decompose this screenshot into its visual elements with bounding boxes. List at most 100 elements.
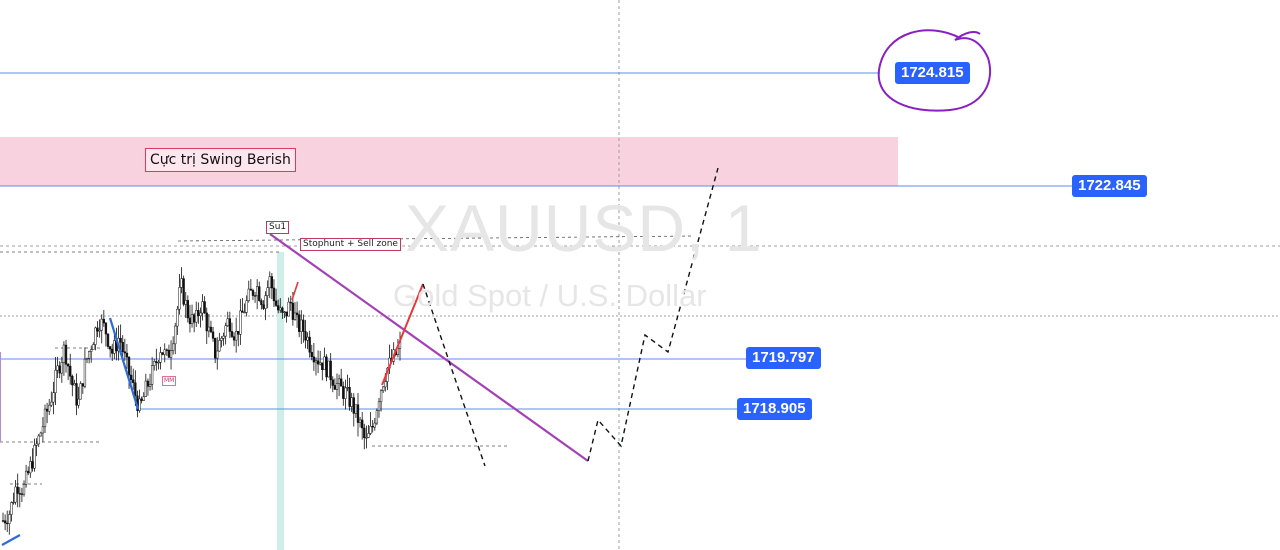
candle-body (247, 288, 250, 301)
candle-body (174, 325, 177, 345)
candle-body (260, 300, 263, 306)
candle-body (298, 314, 301, 332)
candle-body (281, 307, 284, 313)
candle-body (165, 349, 168, 351)
candle-body (6, 522, 9, 525)
candle-body (69, 365, 72, 377)
candle-body (230, 331, 234, 337)
candle-body (363, 427, 366, 439)
candle-body (348, 387, 351, 407)
supply-zone-label[interactable]: Cực trị Swing Berish (145, 148, 296, 172)
candle-body (31, 461, 34, 469)
swing-tag[interactable]: Su1 (266, 221, 290, 234)
bearish-trendline[interactable] (269, 233, 589, 462)
candle-body (310, 351, 313, 358)
small-red-leg (291, 281, 299, 301)
candle-body (369, 425, 372, 434)
candle-body (138, 398, 141, 411)
candle-body (373, 422, 376, 428)
candle-body (224, 325, 227, 337)
candle-body (243, 311, 246, 314)
price-label-zone[interactable]: 1722.845 (1072, 175, 1147, 197)
candle-body (64, 344, 68, 365)
candle-body (258, 286, 261, 301)
candle-body (85, 358, 89, 360)
candle-body (302, 319, 305, 332)
candle-body (171, 343, 175, 351)
stophunt-tag[interactable]: Stophunt + Sell zone (300, 238, 401, 251)
candle-body (214, 338, 217, 359)
candle-body (39, 432, 42, 437)
candlestick-series (1, 267, 402, 535)
candle-body (8, 514, 11, 524)
candle-body (12, 501, 15, 504)
candle-body (344, 387, 347, 399)
description-watermark: Gold Spot / U.S. Dollar (393, 278, 707, 313)
candle-body (186, 300, 189, 319)
candle-body (60, 362, 63, 374)
candle-body (241, 310, 244, 313)
candle-body (218, 340, 221, 352)
price-label-low[interactable]: 1718.905 (737, 398, 812, 420)
candle-body (384, 381, 387, 388)
candle-body (235, 331, 238, 341)
candle-body (56, 365, 59, 371)
candle-body (182, 278, 185, 305)
candle-body (54, 369, 57, 393)
candle-body (75, 383, 78, 406)
mm-tag[interactable]: MM (162, 376, 177, 386)
candle-body (197, 310, 200, 317)
candle-body (144, 380, 147, 397)
candle-body (178, 287, 181, 310)
candle-body (43, 408, 47, 428)
candle-body (119, 337, 122, 343)
candle-body (239, 310, 242, 335)
candle-body (316, 360, 320, 365)
candle-body (96, 327, 99, 332)
candle-body (207, 326, 211, 332)
candle-body (272, 287, 276, 302)
swing-legs (1, 317, 140, 546)
candle-body (41, 426, 45, 434)
candle-body (37, 435, 40, 445)
candle-body (277, 305, 280, 311)
candle-body (50, 401, 53, 406)
candle-body (142, 396, 145, 401)
candle-body (66, 364, 70, 367)
supply-zone[interactable] (0, 137, 898, 186)
candle-body (291, 302, 295, 320)
candle-body (337, 378, 341, 384)
candle-body (71, 375, 74, 386)
candle-body (83, 358, 87, 387)
candle-body (287, 301, 290, 317)
candle-body (29, 461, 32, 474)
candle-body (319, 362, 322, 365)
candle-body (325, 356, 328, 378)
candle-body (289, 301, 292, 304)
projection-path-down[interactable] (422, 283, 486, 467)
candle-body (184, 300, 187, 305)
candle-body (176, 308, 179, 327)
candle-body (237, 331, 240, 335)
candle-body (81, 383, 84, 387)
candle-body (300, 319, 303, 332)
candle-body (153, 361, 156, 366)
candle-body (52, 392, 55, 403)
candle-body (228, 318, 232, 332)
candle-body (232, 336, 236, 341)
candle-body (94, 327, 97, 345)
price-label-top[interactable]: 1724.815 (895, 62, 970, 84)
bullish-impulse-line[interactable] (381, 283, 424, 386)
candle-body (358, 419, 362, 423)
candle-body (169, 350, 173, 358)
candle-body (195, 310, 198, 323)
candle-body (340, 378, 343, 387)
candle-body (266, 287, 269, 296)
highlight-band (277, 252, 284, 550)
price-label-mid[interactable]: 1719.797 (746, 347, 821, 369)
candle-body (352, 397, 355, 414)
candle-body (314, 360, 318, 363)
candle-body (121, 341, 124, 352)
